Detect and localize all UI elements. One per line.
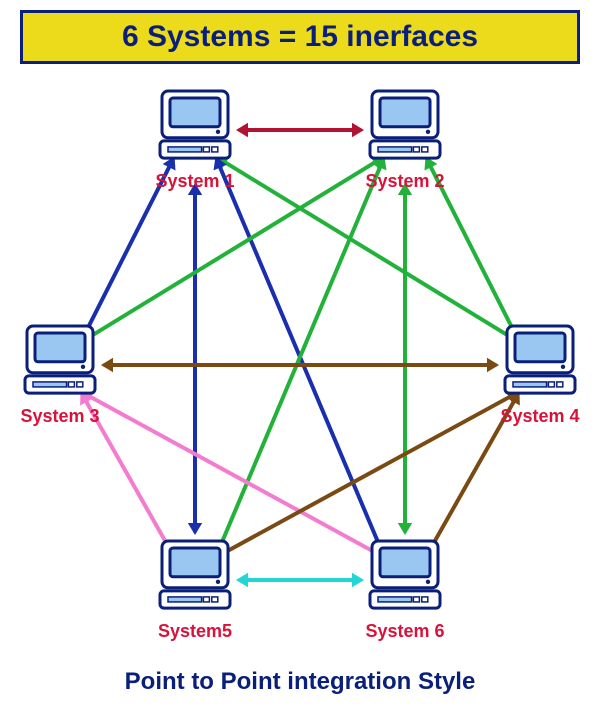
node-label-s5: System5 xyxy=(158,621,232,642)
node-label-s2: System 2 xyxy=(365,171,444,192)
computer-icon-s3 xyxy=(25,326,95,393)
arrow-head xyxy=(352,573,364,587)
node-label-s4: System 4 xyxy=(500,406,579,427)
arrow-head xyxy=(487,358,499,372)
arrow-head xyxy=(236,573,248,587)
node-label-s3: System 3 xyxy=(20,406,99,427)
arrow-head xyxy=(352,123,364,137)
computer-icon-s4 xyxy=(505,326,575,393)
node-label-s6: System 6 xyxy=(365,621,444,642)
node-label-s1: System 1 xyxy=(155,171,234,192)
computer-icon-s5 xyxy=(160,541,230,608)
arrow-head xyxy=(188,523,202,535)
computer-icon-s6 xyxy=(370,541,440,608)
computer-icon-s1 xyxy=(160,91,230,158)
arrow-head xyxy=(236,123,248,137)
footer-caption: Point to Point integration Style xyxy=(0,668,600,696)
arrow-head xyxy=(398,523,412,535)
diagram-svg xyxy=(0,0,600,707)
diagram-canvas: 6 Systems = 15 inerfaces Point to Point … xyxy=(0,0,600,707)
arrow-head xyxy=(101,358,113,372)
caption-text: Point to Point integration Style xyxy=(125,668,476,695)
computer-icon-s2 xyxy=(370,91,440,158)
